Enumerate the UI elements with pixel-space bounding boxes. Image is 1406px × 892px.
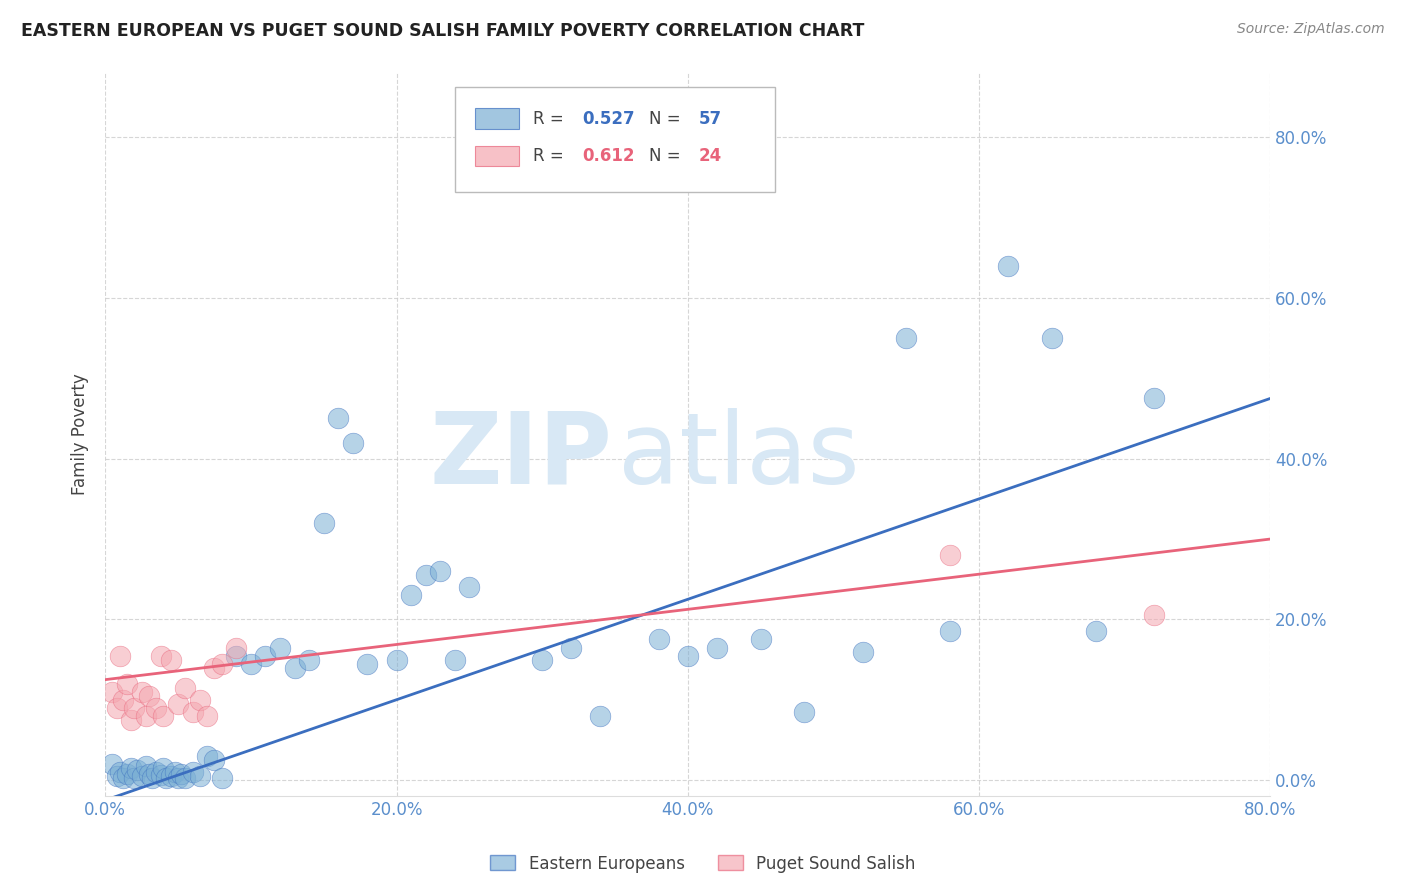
Point [939,624,962,639]
Point [939,548,962,562]
Point [145,765,167,780]
Point [115,766,138,780]
Point [131,684,153,698]
Point [356,657,378,671]
Point [385,652,408,666]
Point [298,652,321,666]
Point [120,761,142,775]
FancyBboxPatch shape [454,87,775,193]
Point [101,684,124,698]
Point [647,632,669,647]
Point [1143,392,1166,406]
Point [328,411,350,425]
Point [239,657,262,671]
Point [127,764,149,778]
Point [120,713,142,727]
Point [1084,624,1107,639]
Point [415,568,437,582]
Point [135,708,157,723]
Point [195,749,218,764]
Point [149,648,172,663]
Text: 57: 57 [699,110,721,128]
Point [141,771,163,785]
Point [170,766,193,780]
Point [269,640,291,655]
Point [225,648,247,663]
Point [312,516,335,530]
Point [135,758,157,772]
Text: 24: 24 [699,147,721,165]
Point [211,657,233,671]
Point [111,771,134,785]
Point [851,644,873,658]
Point [167,772,190,786]
Point [706,640,728,655]
Point [174,681,197,695]
Text: N =: N = [650,110,686,128]
Point [108,648,131,663]
Text: 0.612: 0.612 [582,147,634,165]
Point [145,700,167,714]
Point [188,769,211,783]
Text: 0.527: 0.527 [582,110,634,128]
Point [560,640,582,655]
Point [1143,608,1166,623]
Point [195,708,218,723]
Point [283,660,305,674]
Point [793,705,815,719]
FancyBboxPatch shape [475,109,519,128]
Point [155,771,177,785]
Point [204,753,226,767]
Point [458,580,481,594]
FancyBboxPatch shape [475,146,519,166]
Point [225,640,247,655]
Point [211,771,233,785]
Point [589,708,612,723]
Legend: Eastern Europeans, Puget Sound Salish: Eastern Europeans, Puget Sound Salish [484,848,922,880]
Text: ZIP: ZIP [429,408,612,505]
Text: atlas: atlas [617,408,859,505]
Text: R =: R = [533,147,569,165]
Point [399,588,422,602]
Point [152,761,174,775]
Point [108,765,131,780]
Point [101,757,124,772]
Point [152,708,174,723]
Text: R =: R = [533,110,569,128]
Point [254,648,277,663]
Point [181,765,204,780]
Point [159,769,181,783]
Point [115,676,138,690]
Point [896,331,918,345]
Point [131,769,153,783]
Point [204,660,226,674]
Point [124,700,146,714]
Text: N =: N = [650,147,686,165]
Point [105,769,128,783]
Point [165,765,187,780]
Text: Source: ZipAtlas.com: Source: ZipAtlas.com [1237,22,1385,37]
Point [111,692,134,706]
Point [342,435,364,450]
Point [531,652,554,666]
Point [181,705,204,719]
Point [105,700,128,714]
Point [188,692,211,706]
Point [997,259,1019,273]
Y-axis label: Family Poverty: Family Poverty [72,374,89,495]
Point [174,771,197,785]
Point [124,771,146,785]
Point [749,632,772,647]
Point [149,768,172,782]
Point [138,689,160,703]
Point [676,648,699,663]
Point [159,652,181,666]
Text: EASTERN EUROPEAN VS PUGET SOUND SALISH FAMILY POVERTY CORRELATION CHART: EASTERN EUROPEAN VS PUGET SOUND SALISH F… [21,22,865,40]
Point [443,652,465,666]
Point [1040,331,1063,345]
Point [429,564,451,578]
Point [167,697,190,711]
Point [138,766,160,780]
